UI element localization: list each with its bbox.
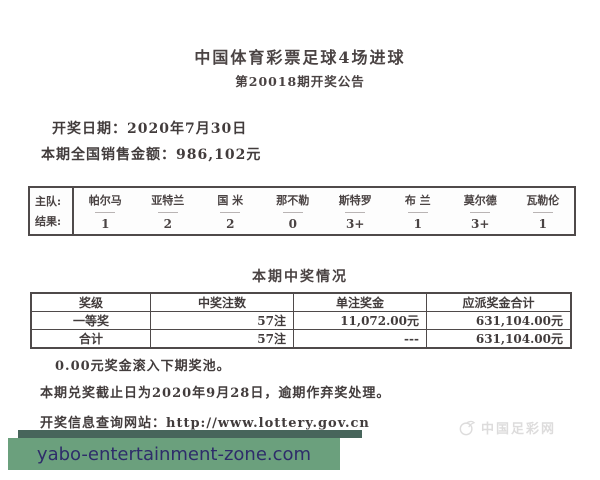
banner-top-strip [18,430,362,438]
team-divider [95,212,116,213]
team-name: 国 米 [217,194,244,207]
team-result: 1 [538,217,547,231]
team-divider [407,212,428,213]
first-prize-level: 一等奖 [30,311,151,330]
team-name: 斯特罗 [338,194,372,207]
draw-date-line: 开奖日期：2020年7月30日 [52,121,248,137]
prize-table: 奖级 中奖注数 单注奖金 应派奖金合计 一等奖 57注 11,072.00元 6… [30,292,572,349]
team-cell: 布 兰 1 [387,188,450,234]
prize-table-header-row: 奖级 中奖注数 单注奖金 应派奖金合计 [30,292,572,312]
total-row-count: 57注 [150,329,294,349]
team-result: 3+ [471,217,490,231]
header-win-count: 中奖注数 [150,292,294,312]
team-divider [532,212,553,213]
watermark: 中国足彩网 [458,418,556,437]
team-divider [345,212,366,213]
header-prize-level: 奖级 [30,292,151,312]
watermark-text: 中国足彩网 [481,422,557,437]
rollover-note: 0.00元奖金滚入下期奖池。 [55,359,231,374]
team-cell: 帕尔马 1 [74,188,137,234]
promo-banner: yabo-entertainment-zone.com [8,438,340,470]
total-row-single: --- [293,329,427,349]
winning-section-title: 本期中奖情况 [252,269,348,285]
promo-banner-url: yabo-entertainment-zone.com [36,443,312,465]
first-prize-total: 631,104.00元 [426,311,572,330]
header-total-prize: 应派奖金合计 [426,292,572,312]
team-cell: 那不勒 0 [262,188,325,234]
team-cell: 瓦勒伦 1 [512,188,575,234]
team-result: 0 [288,217,297,231]
team-cell: 国 米 2 [199,188,262,234]
team-result: 1 [101,217,110,231]
result-label: 结果: [35,215,62,228]
team-name: 瓦勒伦 [526,194,560,207]
query-website-line: 开奖信息查询网站：http://www.lottery.gov.cn [40,416,370,431]
deadline-note: 本期兑奖截止日为2020年9月28日，逾期作弃奖处理。 [40,386,391,401]
team-cell: 斯特罗 3+ [324,188,387,234]
team-result: 2 [163,217,172,231]
team-name: 莫尔德 [463,194,497,207]
team-cell: 莫尔德 3+ [449,188,512,234]
team-divider [282,212,303,213]
home-team-label: 主队: [35,195,62,208]
team-result: 1 [413,217,422,231]
total-row-total: 631,104.00元 [426,329,572,349]
team-name: 那不勒 [276,194,310,207]
table-row: 一等奖 57注 11,072.00元 631,104.00元 [30,311,572,330]
header-single-prize: 单注奖金 [293,292,427,312]
team-result: 3+ [346,217,365,231]
team-divider [220,212,241,213]
team-name: 亚特兰 [151,194,185,207]
first-prize-count: 57注 [150,311,294,330]
watermark-logo-icon [459,420,476,435]
team-name: 布 兰 [404,194,431,207]
total-row-level: 合计 [30,329,151,349]
team-divider [470,212,491,213]
sales-amount-line: 本期全国销售金额：986,102元 [41,147,262,163]
team-result: 2 [226,217,235,231]
match-table-label-column: 主队: 结果: [30,188,74,234]
team-name: 帕尔马 [88,194,122,207]
doc-title: 中国体育彩票足球4场进球 [194,48,406,67]
doc-subtitle: 第20018期开奖公告 [235,74,365,89]
first-prize-single: 11,072.00元 [293,311,427,330]
team-divider [157,212,178,213]
match-results-table: 主队: 结果: 帕尔马 1 亚特兰 2 国 米 2 那不勒 0 斯特罗 3+ 布… [28,186,576,236]
team-cell: 亚特兰 2 [137,188,200,234]
table-row: 合计 57注 --- 631,104.00元 [30,329,572,349]
